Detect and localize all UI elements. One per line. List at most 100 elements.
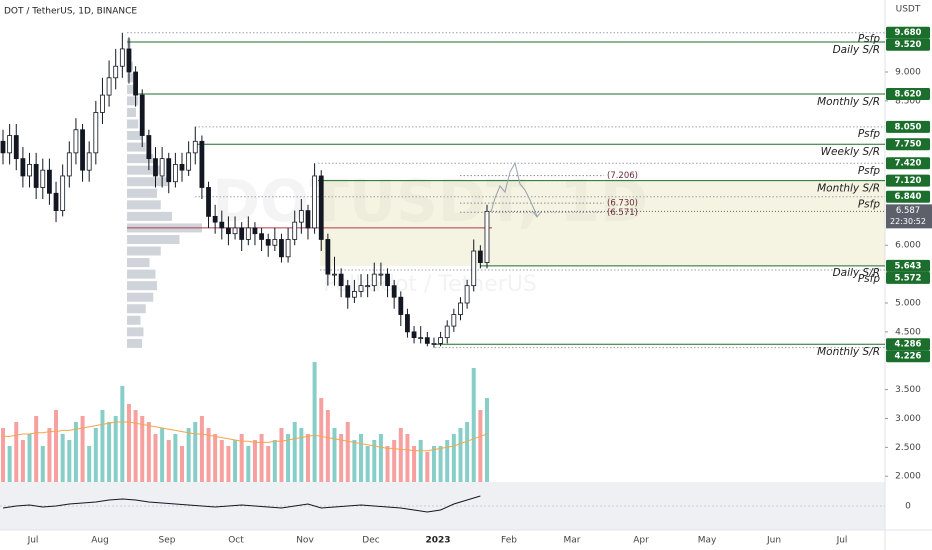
candle-body — [345, 285, 351, 298]
level-annotation: Psfp — [858, 128, 880, 140]
candle-body — [351, 291, 357, 298]
volume-bar — [266, 446, 271, 482]
profile-bar — [127, 258, 150, 268]
candle-body — [272, 239, 278, 246]
volume-bar — [345, 422, 350, 482]
volume-bar — [34, 416, 39, 482]
price-badge-label: 5.643 — [895, 261, 922, 271]
candle-body — [126, 48, 132, 73]
volume-bar — [206, 428, 211, 482]
profile-bar — [127, 96, 139, 106]
profile-bar — [127, 188, 157, 198]
candle-body — [358, 285, 364, 292]
x-tick-label: 2023 — [425, 536, 450, 546]
candle-body — [0, 140, 6, 154]
candle-body — [60, 175, 66, 211]
candle-body — [192, 140, 198, 154]
candle-body — [279, 239, 284, 258]
candle-body — [119, 48, 125, 67]
volume-bar — [272, 440, 277, 482]
profile-bar — [127, 142, 146, 152]
level-annotation: Psfp — [858, 199, 880, 211]
level-annotation: Psfp — [858, 273, 880, 285]
y-tick-label: 4.500 — [895, 327, 921, 337]
price-badge — [886, 259, 930, 272]
volume-bar — [332, 428, 337, 482]
candle-body — [73, 129, 79, 154]
volume-bar — [54, 410, 59, 482]
candle-body — [391, 285, 397, 298]
projection-label: (7.206) — [607, 171, 638, 181]
volume-bar — [173, 434, 178, 482]
candle-body — [318, 175, 324, 240]
profile-bar — [127, 84, 135, 94]
volume-bar — [312, 362, 317, 482]
volume-bar — [359, 434, 364, 482]
volume-bar — [14, 422, 19, 482]
x-tick-label: Feb — [501, 536, 517, 546]
volume-bar — [180, 446, 185, 482]
volume-bar — [445, 440, 450, 482]
profile-bar — [127, 304, 146, 314]
volume-bar — [140, 416, 145, 482]
x-tick-label: Jun — [766, 536, 781, 546]
candle-body — [371, 273, 377, 287]
x-tick-label: Jul — [27, 536, 39, 546]
candle-body — [166, 158, 172, 183]
projection-path — [490, 161, 538, 217]
level-annotation: Monthly S/R — [817, 346, 880, 358]
price-badge — [886, 138, 930, 151]
foreground-layer: 9.000 8.500 6.000 5.000 4.500 3.500 3.000 2.500… — [27, 26, 932, 546]
price-badge-label: 7.420 — [895, 159, 922, 169]
volume-bar — [146, 422, 151, 482]
x-tick-label: Nov — [296, 536, 314, 546]
y-tick-label: 9.000 — [895, 68, 921, 78]
background-layer: DOTUSDT, 1D Polkadot / TetherUS — [0, 32, 885, 507]
profile-bar — [127, 315, 141, 325]
profile-bar — [127, 327, 144, 337]
volume-bar — [398, 428, 403, 482]
candle-body — [212, 215, 218, 223]
currency-label: USDT — [896, 5, 921, 15]
volume-bar — [27, 434, 32, 482]
x-tick-label: Dec — [362, 536, 379, 546]
candle-body — [226, 227, 231, 235]
candle-body — [206, 187, 211, 217]
volume-bar — [107, 422, 112, 482]
volume-bar — [431, 446, 436, 482]
price-badge-label: 9.680 — [895, 28, 922, 38]
level-annotation: Daily S/R — [833, 267, 880, 279]
volume-bar — [405, 434, 410, 482]
x-tick-label: Sep — [159, 536, 176, 546]
volume-bar — [219, 440, 224, 482]
candle-body — [232, 227, 238, 235]
zone — [320, 180, 885, 266]
volume-bar — [133, 410, 138, 482]
volume-bar — [319, 398, 324, 482]
price-badge — [886, 190, 930, 203]
price-badge-label: 5.572 — [895, 273, 922, 283]
profile-bar — [127, 119, 139, 129]
projection-arrow — [532, 211, 542, 218]
candle-body — [338, 273, 344, 287]
level-annotation: Weekly S/R — [821, 146, 880, 158]
price-badge-label: 7.750 — [895, 140, 922, 150]
candle-body — [53, 192, 59, 211]
volume-bar — [425, 452, 430, 482]
candle-body — [285, 239, 291, 258]
x-tick-label: Jul — [836, 536, 848, 546]
volume-bar — [239, 434, 244, 482]
volume-bar — [286, 434, 291, 482]
chart-title: DOT / TetherUS, 1D, BINANCE — [4, 7, 137, 17]
volume-bar — [40, 446, 45, 482]
x-tick-label: Apr — [633, 536, 649, 546]
volume-bar — [305, 434, 310, 482]
profile-bar — [127, 269, 156, 279]
volume-bar — [478, 410, 483, 482]
volume-bar — [120, 386, 125, 482]
profile-bar — [127, 211, 172, 221]
volume-bar — [246, 446, 251, 482]
candle-body — [245, 227, 251, 240]
candle-body — [298, 210, 304, 223]
candle-body — [292, 221, 298, 240]
